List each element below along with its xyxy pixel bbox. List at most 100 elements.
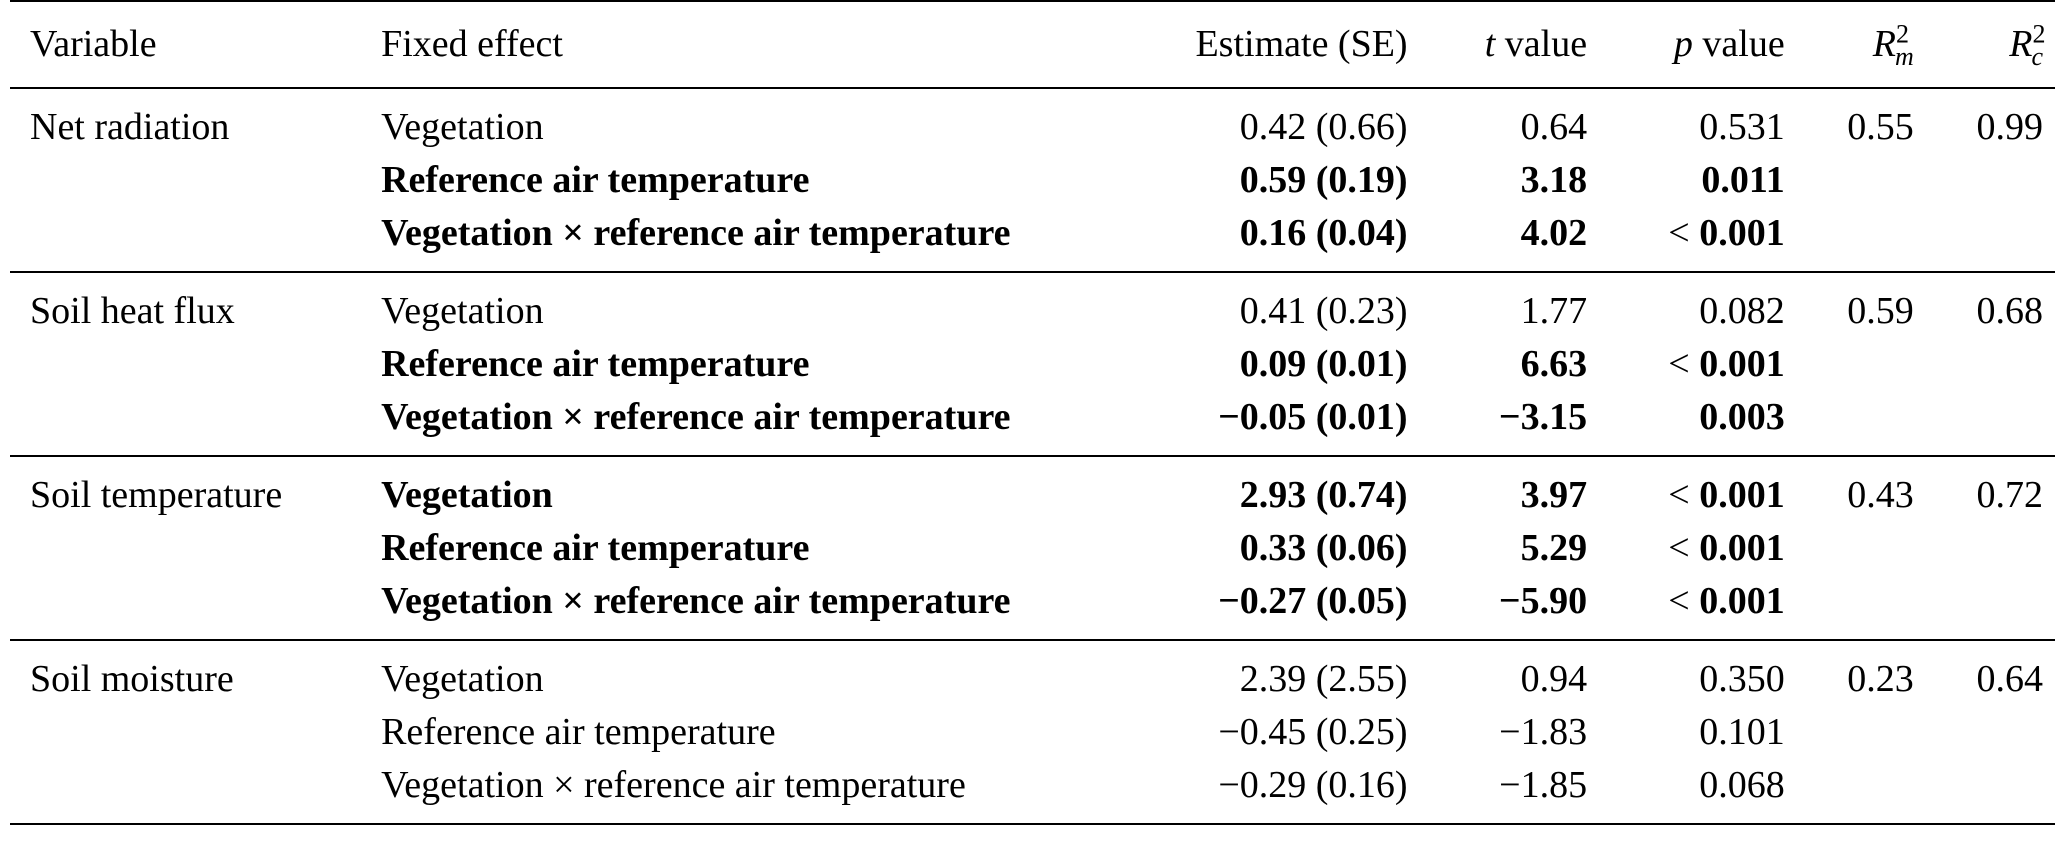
header-row: Variable Fixed effect Estimate (SE) t va… (10, 1, 2055, 88)
t-value-label: value (1495, 23, 1588, 65)
variable-cell: Soil heat flux (30, 290, 235, 332)
p-number: 0.531 (1699, 106, 1785, 148)
table-row: Reference air temperature 0.33 (0.06) 5.29… (10, 522, 2055, 575)
p-number: 0.082 (1699, 290, 1785, 332)
p-prefix: < (1668, 343, 1700, 385)
p-prefix: < (1668, 474, 1700, 516)
p-number: 0.001 (1699, 474, 1785, 516)
table-row: Vegetation × reference air temperature 0.… (10, 207, 2055, 272)
t-symbol: t (1484, 23, 1496, 65)
p-number: 0.101 (1699, 711, 1785, 753)
r2-marginal-cell: 0.23 (1847, 658, 1914, 700)
r2-marginal-cell: 0.59 (1847, 290, 1914, 332)
p-number: 0.350 (1699, 658, 1785, 700)
variable-cell (10, 338, 381, 391)
variable-cell (10, 391, 381, 456)
rc-sup: 2 (2032, 19, 2046, 49)
header-fixed-effect: Fixed effect (381, 23, 563, 65)
estimate-cell: 0.42 (0.66) (1239, 106, 1408, 148)
table-row: Net radiation Vegetation 0.42 (0.66) 0.64 0.… (10, 88, 2055, 154)
table-row: Soil moisture Vegetation 2.39 (2.55) 0.94 0.… (10, 640, 2055, 706)
header-estimate: Estimate (SE) (1195, 23, 1408, 65)
rm-sup: 2 (1896, 19, 1909, 49)
r2-marginal-cell (1785, 338, 1914, 391)
t-value-cell: −5.90 (1498, 580, 1588, 622)
variable-cell (10, 522, 381, 575)
p-number: 0.001 (1699, 343, 1785, 385)
fixed-effect-cell: Vegetation (381, 106, 544, 148)
t-value-cell: 0.94 (1520, 658, 1588, 700)
r2-conditional-cell (1914, 522, 2055, 575)
estimate-cell: −0.27 (0.05) (1218, 580, 1408, 622)
p-value-cell: < 0.001 (1587, 575, 1785, 640)
r2-conditional-cell (1914, 759, 2055, 824)
p-number: 0.001 (1699, 580, 1785, 622)
table-body: Net radiation Vegetation 0.42 (0.66) 0.64 0.… (10, 88, 2055, 824)
variable-cell: Soil temperature (30, 474, 283, 516)
rc-base: R (2009, 23, 2033, 65)
header-r2-marginal: R2m (1785, 1, 1914, 88)
fixed-effect-cell: Reference air temperature (381, 711, 776, 753)
variable-cell: Net radiation (30, 106, 230, 148)
r2-conditional-cell (1914, 338, 2055, 391)
t-value-cell: −1.83 (1499, 711, 1588, 753)
results-table: Variable Fixed effect Estimate (SE) t va… (10, 0, 2055, 825)
rm-base: R (1872, 23, 1896, 65)
fixed-effect-cell: Reference air temperature (381, 527, 810, 569)
p-value-cell: 0.003 (1587, 391, 1785, 456)
p-value-cell: < 0.001 (1587, 522, 1785, 575)
t-value-cell: 0.64 (1520, 106, 1588, 148)
p-value-cell: < 0.001 (1587, 207, 1784, 272)
p-number: 0.011 (1701, 159, 1785, 201)
r2-conditional-cell (1914, 706, 2055, 759)
header-t-value: t value (1408, 1, 1587, 88)
t-value-cell: −3.15 (1498, 396, 1588, 438)
p-prefix: < (1668, 527, 1700, 569)
fixed-effect-cell: Vegetation × reference air temperature (381, 764, 966, 806)
table-row: Vegetation × reference air temperature −0… (10, 391, 2055, 456)
p-value-cell: 0.101 (1587, 706, 1785, 759)
r2-marginal-cell (1785, 759, 1914, 824)
p-symbol: p (1673, 23, 1693, 65)
r2-marginal-cell: 0.55 (1847, 106, 1914, 148)
estimate-cell: 0.09 (0.01) (1239, 343, 1408, 385)
table-row: Reference air temperature 0.59 (0.19) 3.18… (10, 154, 2055, 207)
fixed-effect-cell: Vegetation × reference air temperature (381, 396, 1011, 438)
variable-cell (10, 154, 381, 207)
variable-cell (10, 706, 381, 759)
p-prefix: < (1668, 580, 1700, 622)
header-r2-conditional: R2c (1914, 1, 2055, 88)
r2-conditional-cell: 0.99 (1976, 106, 2044, 148)
estimate-cell: −0.05 (0.01) (1218, 396, 1408, 438)
r2-conditional-cell: 0.68 (1976, 290, 2044, 332)
header-p-value: p value (1587, 1, 1785, 88)
fixed-effect-cell: Vegetation (381, 474, 553, 516)
estimate-cell: 2.39 (2.55) (1239, 658, 1408, 700)
p-value-cell: 0.082 (1587, 272, 1785, 338)
table-row: Vegetation × reference air temperature −0… (10, 575, 2055, 640)
variable-cell (10, 759, 381, 824)
r2-marginal-cell (1785, 706, 1914, 759)
p-value-cell: < 0.001 (1587, 456, 1785, 522)
estimate-cell: −0.29 (0.16) (1218, 764, 1408, 806)
estimate-cell: −0.45 (0.25) (1218, 711, 1408, 753)
r2-conditional-cell (1914, 207, 2055, 272)
r2-marginal-cell (1785, 154, 1914, 207)
p-number: 0.001 (1699, 527, 1785, 569)
p-value-cell: 0.350 (1587, 640, 1785, 706)
t-value-cell: 4.02 (1520, 212, 1588, 254)
estimate-cell: 0.33 (0.06) (1239, 527, 1408, 569)
t-value-cell: 3.18 (1520, 159, 1588, 201)
p-prefix: < (1668, 212, 1700, 254)
r2-marginal-cell (1785, 522, 1914, 575)
variable-cell (10, 207, 381, 272)
r2-conditional-cell (1914, 154, 2055, 207)
t-value-cell: 6.63 (1520, 343, 1588, 385)
fixed-effect-cell: Vegetation (381, 290, 544, 332)
header-variable: Variable (30, 23, 157, 65)
p-number: 0.068 (1699, 764, 1785, 806)
p-value-cell: 0.011 (1587, 154, 1785, 207)
estimate-cell: 0.16 (0.04) (1239, 212, 1408, 254)
table-row: Vegetation × reference air temperature −0… (10, 759, 2055, 824)
rc-sub: c (2031, 41, 2043, 71)
